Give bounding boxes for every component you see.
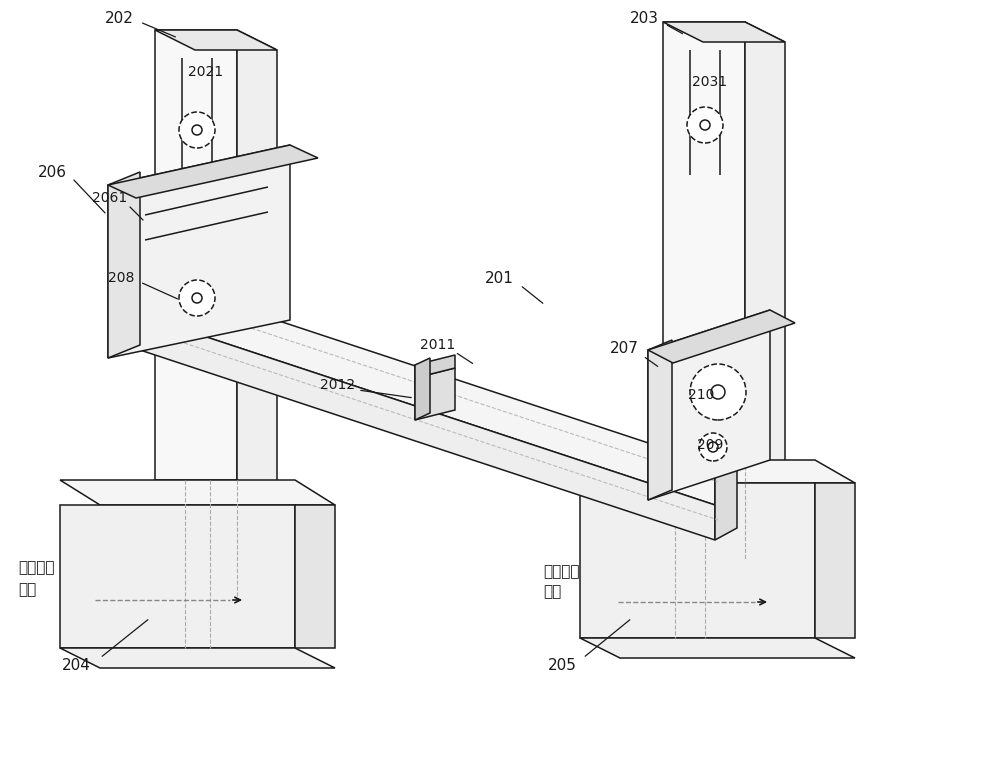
Polygon shape: [580, 483, 815, 638]
Text: 2031: 2031: [692, 75, 727, 89]
Text: 203: 203: [630, 11, 659, 26]
Polygon shape: [155, 30, 277, 50]
Text: 位移控制: 位移控制: [18, 560, 55, 576]
Circle shape: [690, 364, 746, 420]
Text: 2011: 2011: [420, 338, 455, 352]
Text: 208: 208: [108, 271, 134, 285]
Circle shape: [179, 112, 215, 148]
Polygon shape: [108, 145, 318, 198]
Polygon shape: [648, 340, 672, 500]
Polygon shape: [108, 172, 140, 358]
Polygon shape: [237, 30, 277, 500]
Polygon shape: [108, 145, 290, 358]
Polygon shape: [648, 310, 795, 363]
Circle shape: [192, 293, 202, 303]
Circle shape: [711, 385, 725, 399]
Polygon shape: [60, 648, 335, 668]
Text: 201: 201: [485, 271, 514, 285]
Polygon shape: [60, 505, 295, 648]
Polygon shape: [140, 275, 715, 505]
Circle shape: [700, 120, 710, 130]
Polygon shape: [648, 310, 770, 500]
Text: 2012: 2012: [320, 378, 355, 392]
Text: 205: 205: [548, 658, 577, 673]
Text: 206: 206: [38, 165, 67, 179]
Polygon shape: [415, 368, 455, 420]
Polygon shape: [295, 505, 335, 648]
Text: 207: 207: [610, 340, 639, 356]
Text: 位移控制: 位移控制: [543, 564, 580, 580]
Circle shape: [699, 433, 727, 461]
Polygon shape: [140, 315, 715, 540]
Polygon shape: [663, 22, 745, 460]
Text: 2061: 2061: [92, 191, 127, 205]
Text: 202: 202: [105, 11, 134, 26]
Circle shape: [179, 280, 215, 316]
Polygon shape: [580, 460, 855, 483]
Polygon shape: [715, 453, 737, 540]
Polygon shape: [140, 263, 162, 350]
Text: 2021: 2021: [188, 65, 223, 79]
Polygon shape: [415, 358, 430, 420]
Polygon shape: [415, 355, 455, 378]
Polygon shape: [815, 483, 855, 638]
Circle shape: [708, 442, 718, 452]
Polygon shape: [155, 30, 237, 480]
Polygon shape: [580, 638, 855, 658]
Text: 204: 204: [62, 658, 91, 673]
Polygon shape: [745, 22, 785, 480]
Text: 210: 210: [688, 388, 714, 402]
Text: 信号: 信号: [543, 584, 561, 600]
Text: 信号: 信号: [18, 583, 36, 598]
Polygon shape: [663, 22, 785, 42]
Text: 209: 209: [697, 438, 723, 452]
Circle shape: [687, 107, 723, 143]
Polygon shape: [60, 480, 335, 505]
Circle shape: [192, 125, 202, 135]
